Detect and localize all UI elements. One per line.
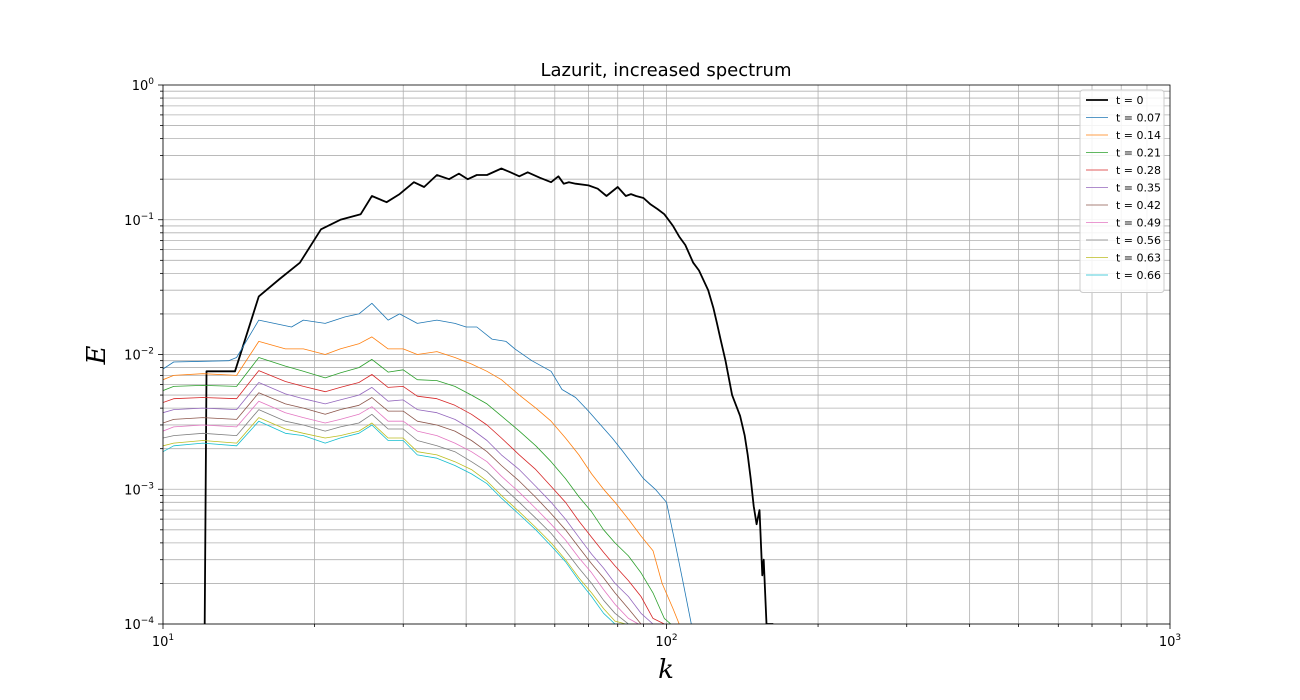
series-line-8 — [163, 409, 639, 624]
series-line-1 — [163, 302, 692, 624]
series-line-10 — [163, 420, 631, 624]
legend-label: t = 0 — [1116, 94, 1144, 107]
legend-label: t = 0.28 — [1116, 164, 1161, 177]
legend-label: t = 0.21 — [1116, 147, 1161, 160]
y-tick-label: 10−2 — [124, 347, 154, 364]
series-line-7 — [163, 400, 646, 624]
legend-box — [1079, 89, 1165, 293]
x-tick-label: 103 — [1159, 633, 1181, 650]
y-tick-label: 10−1 — [124, 212, 154, 229]
chart-title: Lazurit, increased spectrum — [540, 60, 791, 81]
x-axis-label: k — [658, 655, 674, 685]
legend-label: t = 0.63 — [1116, 252, 1161, 265]
legend-label: t = 0.42 — [1116, 199, 1161, 212]
series-line-6 — [163, 392, 651, 624]
y-tick-label: 10−4 — [124, 616, 154, 633]
y-tick-label: 10−3 — [124, 481, 154, 498]
series-line-0 — [203, 167, 774, 624]
series-line-9 — [163, 417, 634, 624]
series-lines — [163, 167, 774, 624]
series-line-3 — [163, 357, 672, 624]
series-line-4 — [163, 370, 665, 624]
x-tick-label: 102 — [655, 633, 677, 650]
legend-label: t = 0.66 — [1116, 269, 1161, 282]
series-line-2 — [163, 336, 680, 624]
legend-label: t = 0.35 — [1116, 182, 1161, 195]
legend-label: t = 0.14 — [1116, 129, 1161, 142]
series-line-5 — [163, 382, 660, 624]
axis-ticks: 101 102 103 10−4 10−3 10−2 10−1 100 — [124, 77, 1181, 650]
legend: t = 0 t = 0.07 t = 0.14 t = 0.21 t = 0.28 t =… — [1079, 89, 1165, 293]
y-axis-label: E — [82, 345, 112, 365]
legend-label: t = 0.07 — [1116, 112, 1161, 125]
y-tick-label: 100 — [132, 77, 155, 94]
legend-label: t = 0.49 — [1116, 217, 1161, 230]
x-tick-label: 101 — [152, 633, 174, 650]
grid — [162, 85, 1170, 625]
legend-label: t = 0.56 — [1116, 234, 1161, 247]
